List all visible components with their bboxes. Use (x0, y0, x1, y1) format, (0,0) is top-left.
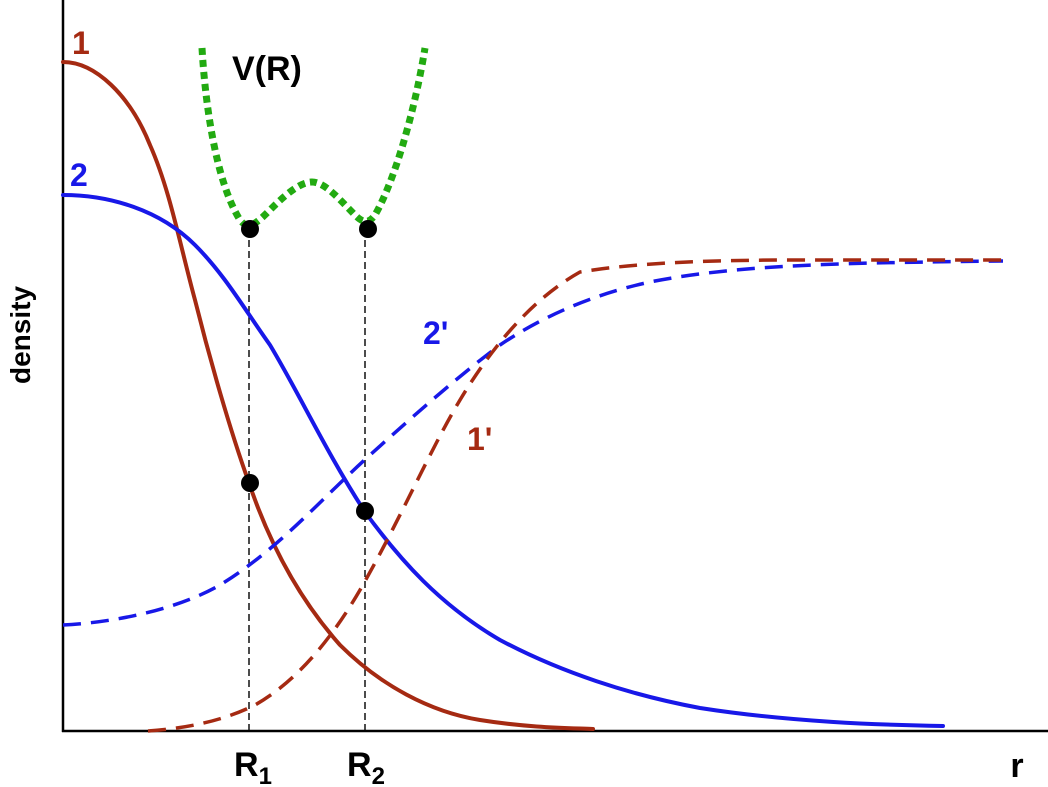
marker-r2-curve-2 (356, 502, 374, 520)
curve-1-prime (147, 258, 1003, 733)
potential-curve (198, 47, 429, 229)
r1-label-main: R (234, 746, 259, 784)
marker-r1-curve-1 (241, 474, 259, 492)
curve-2-prime-label: 2' (423, 315, 448, 351)
y-axis-label: density (5, 286, 36, 384)
marker-r1-potential (241, 220, 259, 238)
r2-label-subscript: 2 (372, 763, 385, 787)
r1-label: R1 (234, 746, 272, 787)
curve-1-prime-label: 1' (467, 421, 492, 457)
curve-2-label: 2 (70, 157, 88, 193)
curve-2-prime (62, 259, 1004, 627)
curve-2 (61, 193, 945, 728)
r2-label: R2 (347, 746, 385, 787)
curve-1-label: 1 (72, 25, 90, 61)
potential-label: V(R) (232, 50, 302, 88)
marker-r2-potential (359, 220, 377, 238)
r1-label-subscript: 1 (259, 763, 272, 787)
r2-label-main: R (347, 746, 372, 784)
x-axis-label: r (1010, 747, 1023, 785)
curve-1 (61, 60, 595, 731)
